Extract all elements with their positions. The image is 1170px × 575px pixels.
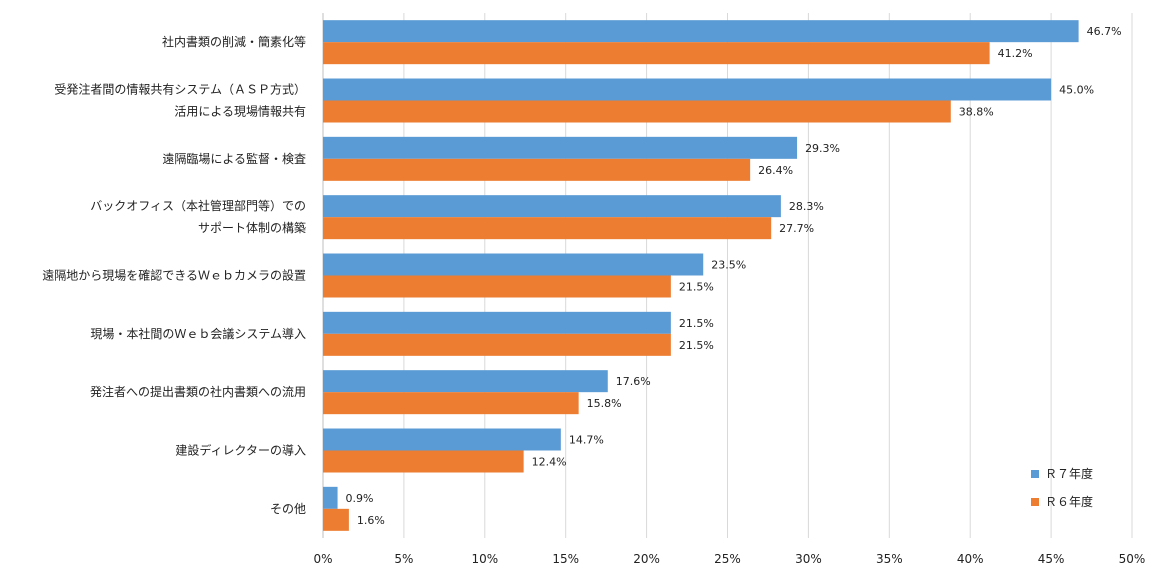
bar-r7 [323, 312, 671, 334]
bar-r6 [323, 101, 951, 123]
category-label: 遠隔地から現場を確認できるＷｅｂカメラの設置 [42, 268, 306, 283]
x-tick-label: 0% [313, 552, 332, 566]
data-label: 41.2% [998, 47, 1033, 60]
bar-r6 [323, 334, 671, 356]
data-label: 29.3% [805, 142, 840, 155]
x-tick-label: 30% [795, 552, 822, 566]
bar-r6 [323, 392, 579, 414]
data-label: 15.8% [587, 397, 622, 410]
data-label: 1.6% [357, 514, 385, 527]
category-label: その他 [270, 502, 306, 516]
category-label: サポート体制の構築 [198, 220, 306, 235]
x-tick-label: 20% [633, 552, 660, 566]
bar-r7 [323, 195, 781, 217]
data-label: 27.7% [779, 222, 814, 235]
chart-canvas: 0% 5% 10% 15% 20% 25% 30% 35% 40% 45% 50% 46.7% 41.2… [0, 0, 1170, 575]
category-label: 社内書類の削減・簡素化等 [162, 34, 306, 49]
category-label: 活用による現場情報共有 [174, 105, 306, 119]
legend-label-r6: Ｒ６年度 [1045, 494, 1093, 509]
bar-r7 [323, 370, 608, 392]
data-label: 0.9% [346, 492, 374, 505]
legend-swatch-r7 [1031, 470, 1039, 478]
bar-r6 [323, 509, 349, 531]
bar-r6 [323, 451, 524, 473]
category-label: 受発注者間の情報共有システム（ＡＳＰ方式） [54, 82, 306, 97]
bar-r7 [323, 429, 561, 451]
data-label: 23.5% [711, 259, 746, 272]
data-label: 46.7% [1087, 25, 1122, 38]
x-tick-label: 40% [957, 552, 984, 566]
data-label: 45.0% [1059, 84, 1094, 97]
data-label: 28.3% [789, 200, 824, 213]
bar-r7 [323, 487, 338, 509]
category-label: バックオフィス（本社管理部門等）での [90, 198, 306, 213]
category-label: 現場・本社間のＷｅｂ会議システム導入 [90, 326, 306, 341]
data-label: 21.5% [679, 281, 714, 294]
bar-r6 [323, 159, 750, 181]
bar-r7 [323, 137, 797, 159]
data-label: 38.8% [959, 106, 994, 119]
x-tick-label: 45% [1038, 552, 1065, 566]
bar-r6 [323, 276, 671, 298]
bar-r7 [323, 79, 1051, 101]
data-label: 14.7% [569, 434, 604, 447]
x-tick-label: 15% [552, 552, 579, 566]
x-tick-label: 35% [876, 552, 903, 566]
bar-r6 [323, 217, 771, 239]
data-label: 26.4% [758, 164, 793, 177]
legend-swatch-r6 [1031, 498, 1039, 506]
data-label: 12.4% [532, 456, 567, 469]
legend-label-r7: Ｒ７年度 [1045, 466, 1093, 481]
x-tick-label: 25% [714, 552, 741, 566]
bar-chart: 0% 5% 10% 15% 20% 25% 30% 35% 40% 45% 50% 46.7% 41.2… [0, 0, 1170, 575]
category-label: 発注者への提出書類の社内書類への流用 [90, 384, 306, 399]
data-label: 21.5% [679, 339, 714, 352]
x-tick-label: 10% [471, 552, 498, 566]
x-tick-label: 5% [394, 552, 413, 566]
data-label: 21.5% [679, 317, 714, 330]
data-label: 17.6% [616, 375, 651, 388]
bar-r7 [323, 20, 1079, 42]
x-tick-label: 50% [1119, 552, 1146, 566]
category-label: 遠隔臨場による監督・検査 [162, 151, 306, 166]
bar-r7 [323, 254, 703, 276]
category-label: 建設ディレクターの導入 [175, 443, 306, 458]
bar-r6 [323, 42, 990, 64]
